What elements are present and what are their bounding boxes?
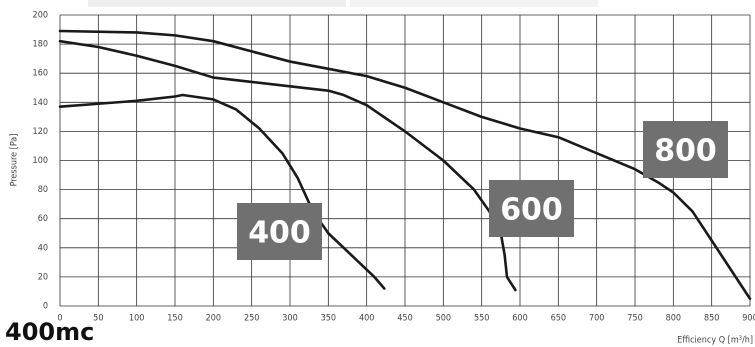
- faded-panel: [350, 0, 598, 7]
- y-tick-label: 140: [33, 98, 48, 108]
- chart-title: 400mc: [5, 318, 94, 346]
- y-tick-label: 180: [33, 40, 48, 50]
- curve: [58, 29, 752, 301]
- curve: [58, 93, 386, 290]
- y-tick-label: 20: [38, 272, 48, 282]
- y-tick-label: 100: [33, 156, 48, 166]
- curve-label: 600: [500, 193, 563, 228]
- x-tick-label: 400: [359, 314, 374, 324]
- x-tick-label: 250: [244, 314, 259, 324]
- x-tick-label: 0: [57, 314, 62, 324]
- x-tick-label: 550: [474, 314, 489, 324]
- x-tick-label: 150: [167, 314, 182, 324]
- y-tick-label: 40: [38, 243, 48, 253]
- x-tick-label: 900: [742, 314, 755, 324]
- y-tick-label: 120: [33, 127, 48, 137]
- x-tick-label: 750: [627, 314, 642, 324]
- y-tick-label: 60: [38, 214, 48, 224]
- x-tick-label: 850: [704, 314, 719, 324]
- x-axis-label: Efficiency Q [m³/h]: [677, 336, 753, 346]
- x-tick-label: 800: [666, 314, 681, 324]
- faded-panel: [88, 0, 346, 7]
- y-tick-label: 160: [33, 69, 48, 79]
- x-tick-label: 350: [321, 314, 336, 324]
- x-tick-label: 700: [589, 314, 604, 324]
- x-tick-label: 300: [282, 314, 297, 324]
- y-tick-label: 80: [38, 185, 48, 195]
- y-tick-label: 0: [43, 302, 48, 312]
- curve-label-box: [643, 121, 728, 178]
- curve-label-box: [237, 203, 322, 260]
- curve-label-box: [489, 180, 574, 237]
- x-tick-label: 450: [397, 314, 412, 324]
- x-tick-label: 600: [512, 314, 527, 324]
- curve-label: 400: [248, 216, 311, 251]
- x-tick-label: 650: [551, 314, 566, 324]
- curve-label: 800: [654, 134, 717, 169]
- x-tick-label: 50: [93, 314, 103, 324]
- y-tick-label: 200: [33, 11, 48, 21]
- x-tick-label: 500: [436, 314, 451, 324]
- y-axis-label: Pressure [Pa]: [10, 134, 20, 187]
- x-tick-label: 100: [129, 314, 144, 324]
- x-tick-label: 200: [206, 314, 221, 324]
